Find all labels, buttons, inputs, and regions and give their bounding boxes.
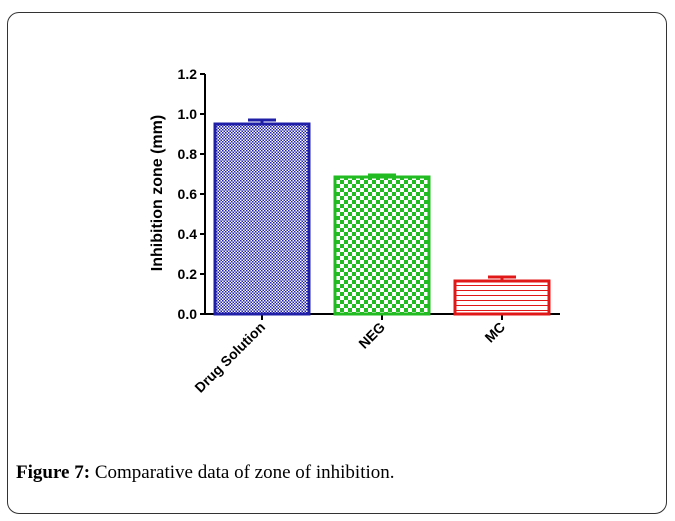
caption-text: Comparative data of zone of inhibition. (90, 462, 395, 483)
y-tick-label: 0.6 (178, 186, 198, 202)
bar-neg (333, 175, 431, 316)
y-axis-label: Inhibition zone (mm) (149, 115, 166, 271)
bar-mc (453, 279, 551, 316)
y-tick-label: 0.4 (178, 226, 198, 242)
caption-label: Figure 7: (16, 462, 91, 483)
y-tick-label: 0.0 (178, 306, 198, 322)
figure-caption: Figure 7: Comparative data of zone of in… (16, 462, 395, 484)
bar-drug-solution (213, 122, 311, 316)
y-tick-label: 1.2 (178, 66, 198, 82)
x-tick-label: MC (481, 319, 508, 346)
bars (213, 118, 551, 316)
x-tick-label: NEG (355, 319, 388, 352)
y-tick-label: 1.0 (178, 106, 198, 122)
x-tick-label: Drug Solution (191, 319, 268, 396)
y-tick-label: 0.8 (178, 146, 198, 162)
y-tick-label: 0.2 (178, 266, 198, 282)
